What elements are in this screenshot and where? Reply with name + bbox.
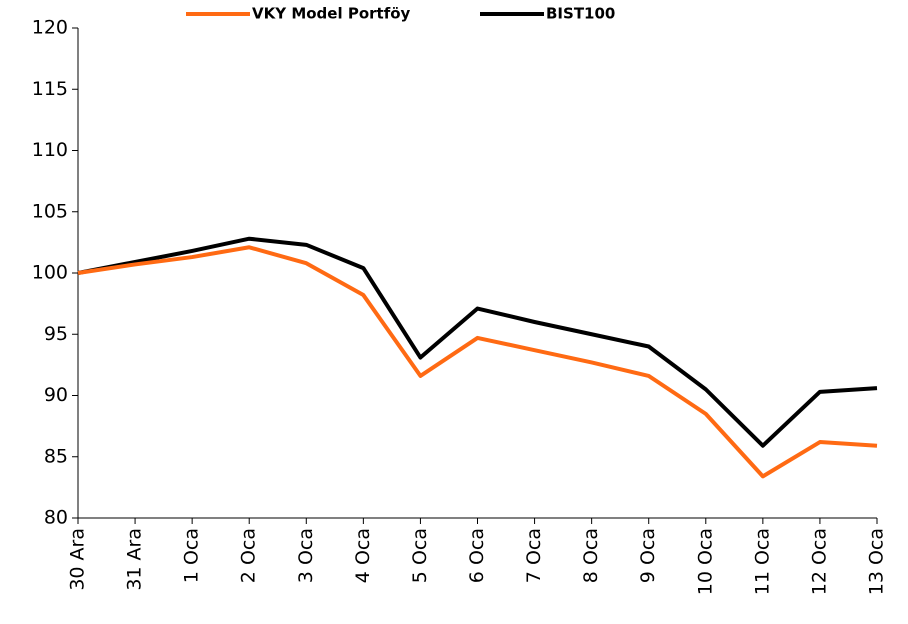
y-tick-label: 85 <box>44 445 68 467</box>
x-tick-label: 8 Oca <box>580 528 602 583</box>
series-line <box>77 245 878 479</box>
y-tick-label: 100 <box>32 262 68 284</box>
y-tick-label: 120 <box>32 17 68 39</box>
x-tick-label: 31 Ara <box>124 528 146 591</box>
x-tick-label: 2 Oca <box>238 528 260 583</box>
x-tick-label: 3 Oca <box>295 528 317 583</box>
x-tick-label: 9 Oca <box>637 528 659 583</box>
legend-label: BIST100 <box>546 5 615 23</box>
x-tick-label: 1 Oca <box>181 528 203 583</box>
y-tick-label: 80 <box>44 507 68 529</box>
y-tick-label: 95 <box>44 323 68 345</box>
series-line <box>77 236 878 448</box>
x-tick-label: 12 Oca <box>808 528 830 595</box>
x-tick-label: 11 Oca <box>751 528 773 595</box>
y-tick-label: 115 <box>32 78 68 100</box>
x-tick-label: 7 Oca <box>523 528 545 583</box>
x-tick-label: 5 Oca <box>409 528 431 583</box>
y-tick-label: 110 <box>32 139 68 161</box>
y-tick-label: 90 <box>44 384 68 406</box>
x-tick-label: 10 Oca <box>694 528 716 595</box>
legend-label: VKY Model Portföy <box>252 5 411 23</box>
x-tick-label: 13 Oca <box>866 528 888 595</box>
x-tick-label: 6 Oca <box>466 528 488 583</box>
y-tick-label: 105 <box>32 200 68 222</box>
x-tick-label: 30 Ara <box>67 528 89 591</box>
x-tick-label: 4 Oca <box>352 528 374 583</box>
